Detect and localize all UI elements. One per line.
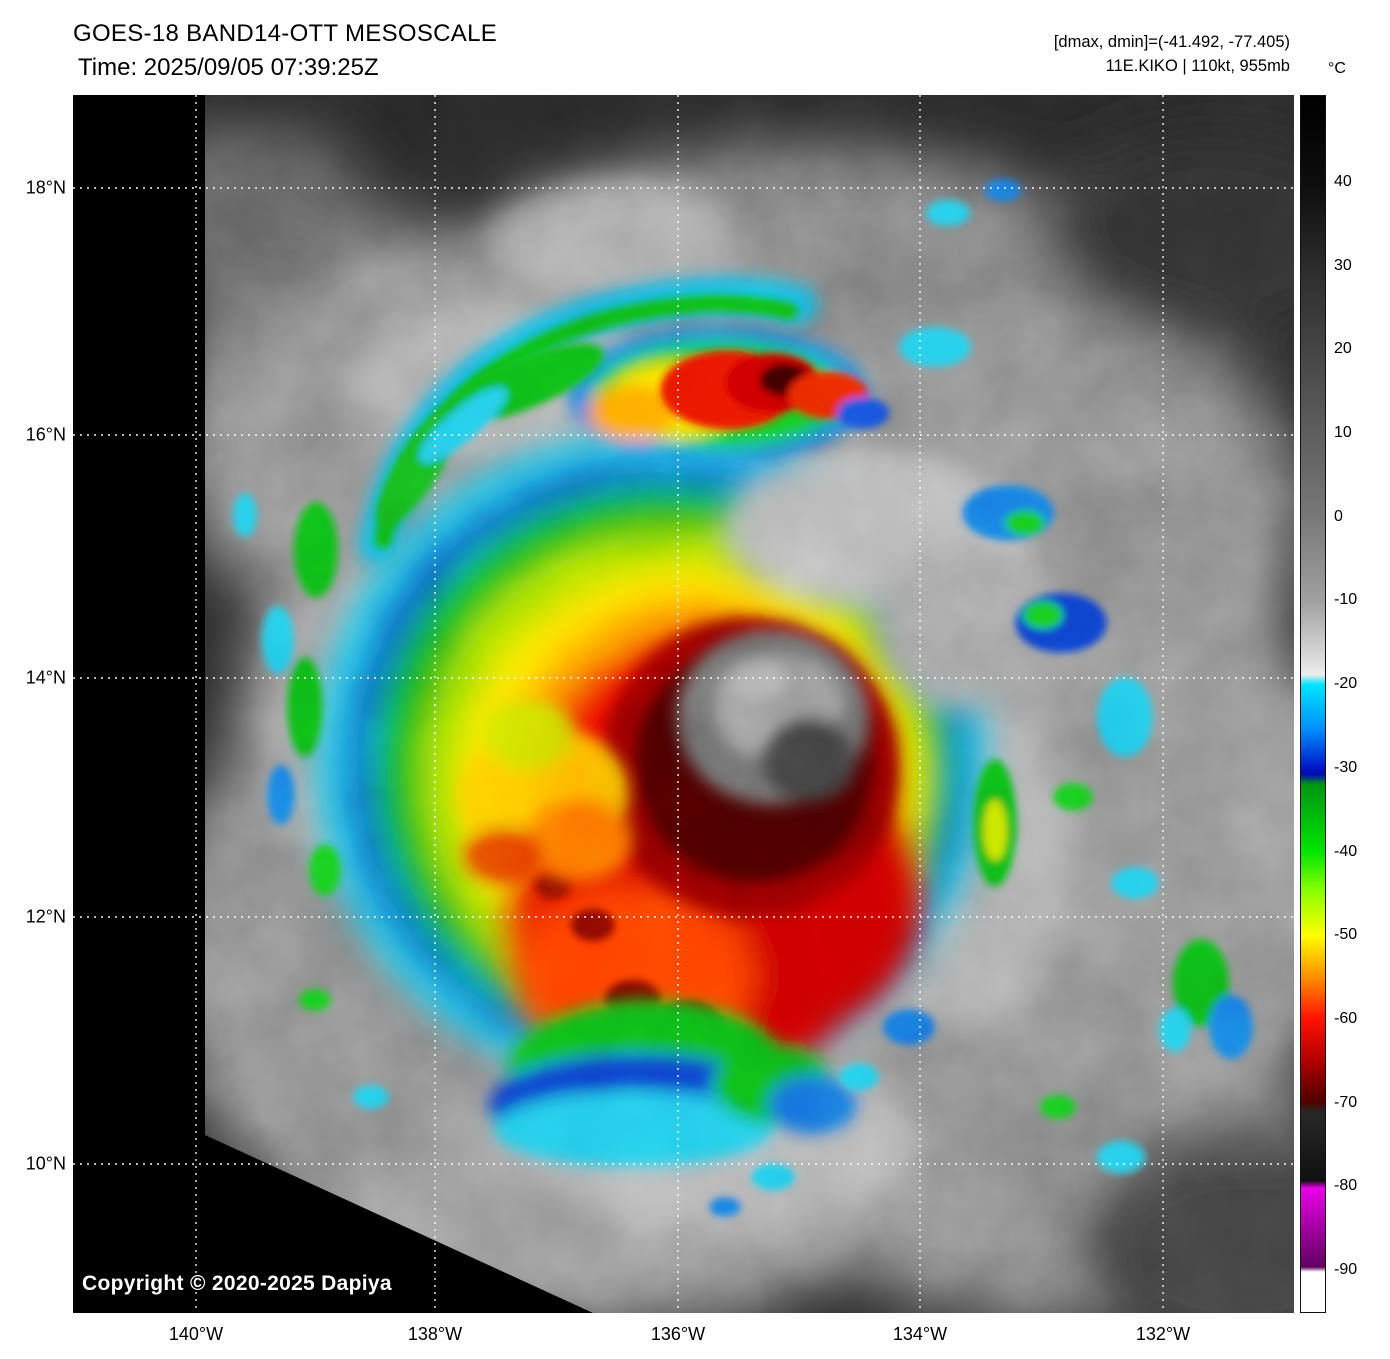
lat-axis-label: 12°N (25, 906, 66, 927)
satellite-map: Copyright © 2020-2025 Dapiya (73, 95, 1294, 1313)
colorbar-tick-label: 30 (1334, 257, 1352, 274)
colorbar-tick-label: -90 (1334, 1261, 1358, 1278)
colorbar-tick-label: -30 (1334, 759, 1358, 776)
lat-axis-label: 14°N (25, 667, 66, 688)
satellite-image (73, 95, 1294, 1313)
colorbar-tick-label: -70 (1334, 1094, 1358, 1111)
lon-axis-label: 134°W (892, 1324, 948, 1344)
lon-axis-label: 136°W (650, 1324, 706, 1344)
header-right: [dmax, dmin]=(-41.492, -77.405) 11E.KIKO… (1054, 30, 1290, 78)
lat-axis-label: 10°N (25, 1153, 66, 1174)
celsius-unit-label: °C (1328, 60, 1346, 77)
copyright-label: Copyright © 2020-2025 Dapiya (82, 1272, 392, 1295)
grid-lines (73, 95, 1294, 1313)
imagery-layers (205, 95, 1294, 1313)
storm-info-label: 11E.KIKO | 110kt, 955mb (1105, 57, 1290, 75)
lat-axis-label: 18°N (25, 177, 66, 198)
colorbar-tick-label: 20 (1334, 340, 1352, 357)
colorbar-tick-label: 0 (1334, 508, 1343, 525)
colorbar-tick-label: -80 (1334, 1177, 1358, 1194)
lon-axis-label: 138°W (407, 1324, 463, 1344)
colorbar-tick-label: 40 (1334, 173, 1352, 190)
colorbar-tick-label: -40 (1334, 843, 1358, 860)
dmax-dmin-label: [dmax, dmin]=(-41.492, -77.405) (1053, 33, 1290, 51)
lon-axis-label: 140°W (168, 1324, 224, 1344)
no-data-wedge (205, 1135, 593, 1313)
colorbar-tick-label: 10 (1334, 424, 1352, 441)
colorbar-tick-label: -60 (1334, 1010, 1358, 1027)
lon-axis-label: 132°W (1135, 1324, 1191, 1344)
timestamp-label: Time: 2025/09/05 07:39:25Z (78, 54, 379, 81)
colorbar-tick-label: -10 (1334, 591, 1358, 608)
temperature-colorbar (1300, 95, 1326, 1313)
colorbar-tick-label: -50 (1334, 926, 1358, 943)
page-title: GOES-18 BAND14-OTT MESOSCALE (73, 20, 498, 47)
lat-axis-label: 16°N (25, 424, 66, 445)
colorbar-tick-label: -20 (1334, 675, 1358, 692)
